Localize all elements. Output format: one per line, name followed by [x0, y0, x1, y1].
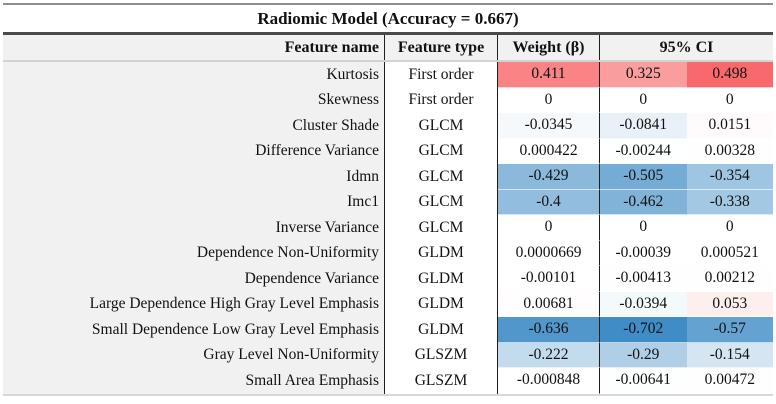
feature-type-cell: GLCM [385, 113, 498, 139]
feature-type-cell: GLCM [385, 138, 498, 164]
weight-cell: -0.4 [498, 189, 600, 215]
ci-lower-cell: -0.702 [600, 317, 687, 343]
table-title: Radiomic Model (Accuracy = 0.667) [257, 8, 519, 28]
table-title-row: Radiomic Model (Accuracy = 0.667) [3, 3, 773, 35]
weight-cell: -0.00101 [498, 266, 600, 292]
weight-cell: -0.222 [498, 342, 600, 368]
feature-type-cell: First order [385, 87, 498, 113]
ci-lower-cell: 0 [600, 87, 687, 113]
ci-lower-cell: 0 [600, 215, 687, 241]
table-row: Skewness First order 0 0 0 [3, 87, 773, 113]
weight-cell: 0.411 [498, 62, 600, 88]
ci-lower-cell: -0.505 [600, 164, 687, 190]
feature-type-cell: GLSZM [385, 342, 498, 368]
feature-type-cell: GLDM [385, 291, 498, 317]
ci-lower-cell: -0.462 [600, 189, 687, 215]
ci-lower-cell: -0.00413 [600, 266, 687, 292]
ci-upper-cell: -0.57 [686, 317, 773, 343]
radiomic-model-table-figure: Radiomic Model (Accuracy = 0.667) Featur… [0, 3, 776, 404]
feature-name-cell: Idmn [3, 164, 385, 190]
feature-type-cell: GLDM [385, 240, 498, 266]
feature-name-cell: Kurtosis [3, 62, 385, 88]
ci-lower-cell: -0.29 [600, 342, 687, 368]
weight-cell: -0.0345 [498, 113, 600, 139]
feature-type-cell: First order [385, 62, 498, 88]
feature-type-cell: GLDM [385, 317, 498, 343]
ci-upper-cell: 0.00472 [686, 368, 773, 394]
feature-name-cell: Inverse Variance [3, 215, 385, 241]
ci-upper-cell: -0.338 [686, 189, 773, 215]
ci-lower-cell: -0.0394 [600, 291, 687, 317]
table-row: Small Area Emphasis GLSZM -0.000848 -0.0064… [3, 368, 773, 394]
table-header-row: Feature name Feature type Weight (β) 95%… [3, 35, 773, 62]
column-header-feature-type: Feature type [385, 35, 498, 60]
table-row: Gray Level Non-Uniformity GLSZM -0.222 -0.2… [3, 342, 773, 368]
ci-lower-cell: -0.0841 [600, 113, 687, 139]
ci-upper-cell: 0.000521 [686, 240, 773, 266]
feature-name-cell: Skewness [3, 87, 385, 113]
weight-cell: 0 [498, 215, 600, 241]
column-header-weight: Weight (β) [498, 35, 600, 60]
feature-type-cell: GLCM [385, 215, 498, 241]
table-row: Dependence Non-Uniformity GLDM 0.0000669 -0… [3, 240, 773, 266]
feature-name-cell: Small Area Emphasis [3, 368, 385, 394]
ci-upper-cell: 0.00212 [686, 266, 773, 292]
column-header-feature-name: Feature name [3, 35, 385, 60]
feature-name-cell: Difference Variance [3, 138, 385, 164]
table-row: Small Dependence Low Gray Level Emphasis… [3, 317, 773, 343]
feature-name-cell: Imc1 [3, 189, 385, 215]
table-rows: Kurtosis First order 0.411 0.325 0.498 Skewne… [3, 62, 773, 396]
ci-upper-cell: 0.00328 [686, 138, 773, 164]
table-row: Large Dependence High Gray Level Emphasi… [3, 291, 773, 317]
weight-cell: -0.429 [498, 164, 600, 190]
table-row: Difference Variance GLCM 0.000422 -0.00244 0… [3, 138, 773, 164]
weight-cell: -0.000848 [498, 368, 600, 394]
weight-cell: 0.0000669 [498, 240, 600, 266]
table-row: Dependence Variance GLDM -0.00101 -0.00413 0… [3, 266, 773, 292]
ci-lower-cell: 0.325 [600, 62, 687, 88]
weight-cell: 0.000422 [498, 138, 600, 164]
ci-lower-cell: -0.00039 [600, 240, 687, 266]
table-row: Imc1 GLCM -0.4 -0.462 -0.338 [3, 189, 773, 215]
feature-type-cell: GLCM [385, 189, 498, 215]
weight-cell: 0 [498, 87, 600, 113]
ci-lower-cell: -0.00641 [600, 368, 687, 394]
feature-name-cell: Dependence Variance [3, 266, 385, 292]
feature-name-cell: Large Dependence High Gray Level Emphasi… [3, 291, 385, 317]
weight-cell: 0.00681 [498, 291, 600, 317]
radiomic-model-table: Radiomic Model (Accuracy = 0.667) Featur… [3, 3, 773, 396]
table-row: Inverse Variance GLCM 0 0 0 [3, 215, 773, 241]
ci-upper-cell: 0 [686, 215, 773, 241]
feature-type-cell: GLSZM [385, 368, 498, 394]
ci-upper-cell: 0 [686, 87, 773, 113]
feature-name-cell: Small Dependence Low Gray Level Emphasis [3, 317, 385, 343]
table-row: Cluster Shade GLCM -0.0345 -0.0841 0.0151 [3, 113, 773, 139]
ci-lower-cell: -0.00244 [600, 138, 687, 164]
ci-upper-cell: -0.354 [686, 164, 773, 190]
ci-upper-cell: 0.053 [686, 291, 773, 317]
feature-name-cell: Dependence Non-Uniformity [3, 240, 385, 266]
table-row: Kurtosis First order 0.411 0.325 0.498 [3, 62, 773, 88]
ci-upper-cell: -0.154 [686, 342, 773, 368]
table-row: Idmn GLCM -0.429 -0.505 -0.354 [3, 164, 773, 190]
column-header-95ci: 95% CI [659, 38, 714, 56]
weight-cell: -0.636 [498, 317, 600, 343]
feature-type-cell: GLDM [385, 266, 498, 292]
ci-upper-cell: 0.498 [686, 62, 773, 88]
feature-name-cell: Cluster Shade [3, 113, 385, 139]
feature-name-cell: Gray Level Non-Uniformity [3, 342, 385, 368]
feature-type-cell: GLCM [385, 164, 498, 190]
ci-upper-cell: 0.0151 [686, 113, 773, 139]
